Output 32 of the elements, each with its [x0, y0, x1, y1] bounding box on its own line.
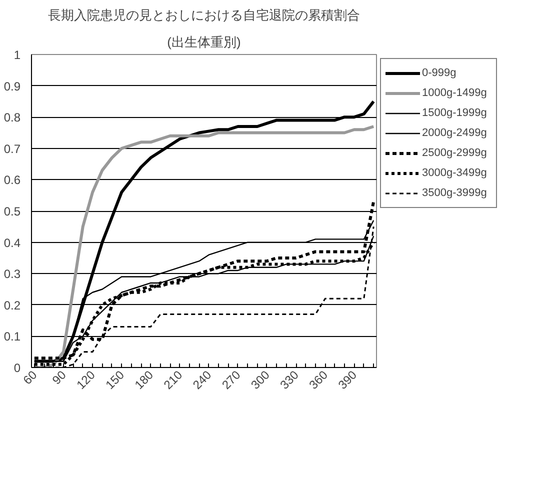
x-tick-label: 60 — [20, 368, 40, 388]
y-tick-label: 0.2 — [4, 298, 21, 312]
legend-label: 0-999g — [422, 66, 458, 80]
y-tick-label: 0.1 — [4, 330, 21, 344]
x-tick-label: 330 — [277, 368, 302, 392]
legend-label: 2000g-2499g — [422, 126, 488, 140]
y-tick-label: 0.7 — [4, 142, 21, 156]
legend-label: 3500g-3999g — [422, 186, 488, 200]
legend-label: 1500g-1999g — [422, 106, 488, 120]
x-tick-label: 120 — [74, 368, 98, 392]
y-tick-label: 0.4 — [4, 236, 21, 250]
y-tick-label: 0 — [14, 361, 21, 375]
x-tick-label: 150 — [102, 368, 128, 392]
y-tick-label: 0.9 — [4, 79, 21, 94]
x-tick-label: 180 — [132, 368, 156, 392]
x-tick-label: 210 — [161, 368, 186, 392]
legend-label: 1000g-1499g — [422, 86, 488, 100]
x-tick-label: 360 — [306, 368, 331, 392]
y-tick-label: 0.6 — [4, 173, 21, 188]
chart-title: 長期入院患児の見とおしにおける自宅退院の累積割合 — [48, 8, 360, 22]
legend-label: 2500g-2999g — [422, 146, 488, 160]
x-tick-label: 90 — [49, 368, 70, 388]
x-tick-label: 390 — [335, 368, 360, 392]
y-tick-label: 1 — [14, 48, 21, 62]
y-tick-label: 0.5 — [4, 204, 21, 218]
x-tick-label: 240 — [190, 368, 214, 392]
y-tick-label: 0.8 — [4, 110, 21, 125]
chart-subtitle: (出生体重別) — [167, 34, 241, 50]
y-tick-label: 0.3 — [4, 267, 21, 282]
x-tick-label: 300 — [248, 368, 273, 392]
legend-label: 3000g-3499g — [422, 166, 488, 180]
x-tick-label: 270 — [219, 368, 244, 392]
